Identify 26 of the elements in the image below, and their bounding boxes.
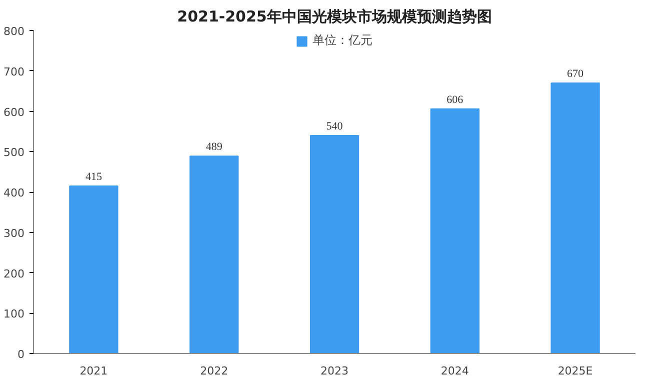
bar bbox=[310, 134, 360, 354]
x-tick-label: 2023 bbox=[320, 364, 349, 378]
x-tick-label: 2021 bbox=[80, 364, 108, 378]
x-tick-label: 2022 bbox=[200, 364, 228, 378]
y-tick-label: 500 bbox=[4, 146, 25, 160]
data-label: 670 bbox=[567, 68, 584, 80]
legend-label: 单位：亿元 bbox=[312, 32, 372, 49]
y-tick-label: 200 bbox=[4, 267, 25, 280]
y-tick-label: 400 bbox=[4, 186, 25, 200]
bar bbox=[69, 185, 118, 354]
chart-title: 2021-2025年中国光模块市场规模预测趋势图 bbox=[177, 8, 492, 26]
bar bbox=[550, 82, 600, 354]
data-label: 540 bbox=[326, 120, 344, 132]
data-label: 415 bbox=[85, 170, 102, 183]
bar bbox=[430, 108, 480, 354]
x-tick-label: 2024 bbox=[440, 364, 469, 378]
x-tick-label: 2025E bbox=[558, 364, 593, 378]
data-label: 606 bbox=[446, 94, 464, 106]
y-tick-label: 0 bbox=[18, 348, 24, 361]
y-tick-label: 600 bbox=[4, 106, 25, 119]
y-tick-label: 300 bbox=[4, 226, 25, 240]
y-tick-label: 800 bbox=[4, 25, 25, 38]
data-label: 489 bbox=[206, 141, 223, 154]
y-tick-label: 700 bbox=[4, 65, 25, 78]
y-tick-label: 100 bbox=[4, 308, 25, 321]
bar bbox=[190, 156, 239, 354]
